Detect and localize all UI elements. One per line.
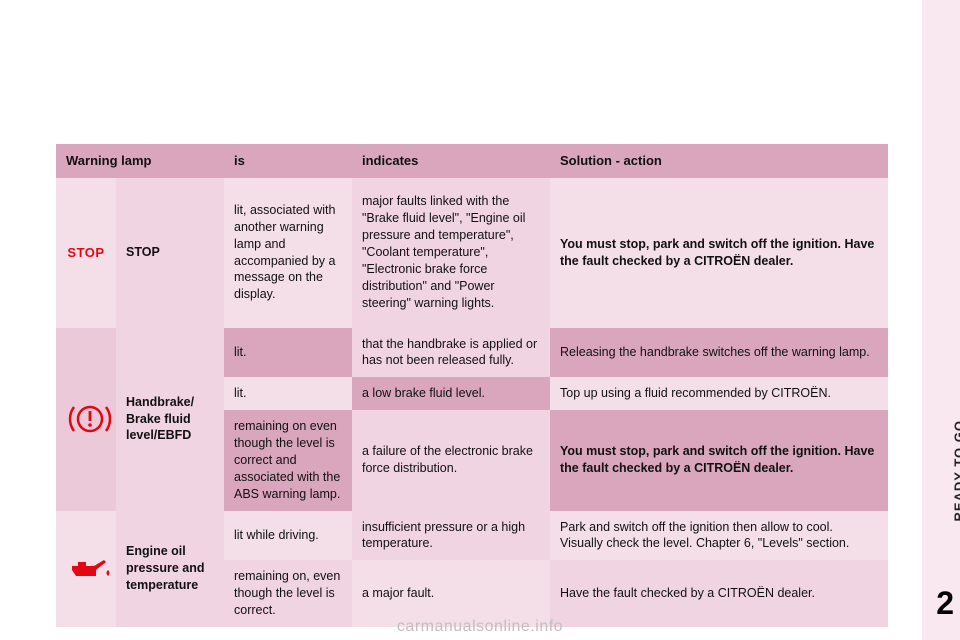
col-solution: Solution - action (550, 144, 888, 178)
stop-icon: STOP (67, 245, 104, 260)
page-number: 2 (936, 585, 954, 622)
brake-r1-indicates: that the handbrake is applied or has not… (352, 328, 550, 378)
stop-icon-cell: STOP (56, 178, 116, 328)
brake-r3-solution: You must stop, park and switch off the i… (550, 410, 888, 510)
manual-page: READY TO GO 2 Warning lamp is indicates … (0, 0, 960, 640)
watermark: carmanualsonline.info (397, 618, 563, 636)
oil-r2-indicates: a major fault. (352, 560, 550, 627)
stop-name: STOP (116, 178, 224, 328)
section-label: READY TO GO (952, 420, 960, 522)
warning-lamp-table: Warning lamp is indicates Solution - act… (56, 144, 888, 627)
right-sidebar: READY TO GO 2 (922, 0, 960, 640)
oil-r2-solution: Have the fault checked by a CITROËN deal… (550, 560, 888, 627)
brake-warning-icon (66, 399, 114, 439)
col-indicates: indicates (352, 144, 550, 178)
col-is: is (224, 144, 352, 178)
row-stop: STOP STOP lit, associated with another w… (56, 178, 888, 328)
row-brake-1: Handbrake/ Brake fluid level/EBFD lit. t… (56, 328, 888, 378)
oil-r1-indicates: insufficient pressure or a high temperat… (352, 511, 550, 561)
brake-r2-indicates: a low brake fluid level. (352, 377, 550, 410)
stop-solution: You must stop, park and switch off the i… (550, 178, 888, 328)
oil-icon-cell (56, 511, 116, 627)
stop-is: lit, associated with another warning lam… (224, 178, 352, 328)
brake-r3-is: remaining on even though the level is co… (224, 410, 352, 510)
table-header-row: Warning lamp is indicates Solution - act… (56, 144, 888, 178)
col-warning-lamp: Warning lamp (56, 144, 224, 178)
brake-r3-indicates: a failure of the electronic brake force … (352, 410, 550, 510)
oil-r1-solution: Park and switch off the ignition then al… (550, 511, 888, 561)
oil-name: Engine oil pressure and temperature (116, 511, 224, 627)
row-oil-1: Engine oil pressure and temperature lit … (56, 511, 888, 561)
oil-r1-is: lit while driving. (224, 511, 352, 561)
brake-r1-solution: Releasing the handbrake switches off the… (550, 328, 888, 378)
oil-can-icon (66, 554, 114, 584)
brake-r1-is: lit. (224, 328, 352, 378)
stop-indicates: major faults linked with the "Brake flui… (352, 178, 550, 328)
brake-name: Handbrake/ Brake fluid level/EBFD (116, 328, 224, 511)
brake-r2-is: lit. (224, 377, 352, 410)
brake-icon-cell (56, 328, 116, 511)
brake-r2-solution: Top up using a fluid recommended by CITR… (550, 377, 888, 410)
oil-r2-is: remaining on, even though the level is c… (224, 560, 352, 627)
